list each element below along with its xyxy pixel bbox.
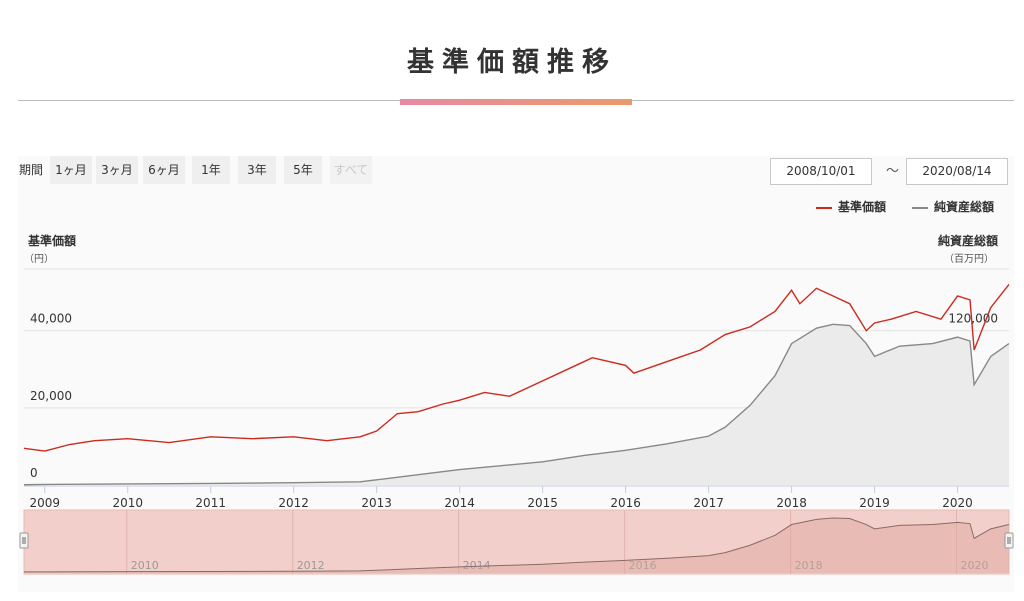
x-axis-tick-label: 2015: [527, 496, 558, 510]
x-axis-tick-label: 2018: [776, 496, 807, 510]
left-axis-tick-label: 20,000: [30, 389, 72, 403]
date-from-input[interactable]: 2008/10/01: [770, 158, 872, 185]
period-label: 期間: [19, 163, 44, 177]
x-axis-tick-label: 2017: [693, 496, 724, 510]
title-accent-bar: [400, 99, 632, 105]
aum-area: [24, 324, 1009, 485]
navigator-area: [24, 518, 1009, 573]
left-axis-tick-label: 0: [30, 466, 38, 480]
legend-aum-swatch: [912, 206, 928, 209]
navigator-left-handle[interactable]: [19, 532, 29, 549]
x-axis-tick-label: 2020: [942, 496, 973, 510]
right-axis-title: 純資産総額: [938, 234, 999, 248]
period-button[interactable]: 1ヶ月: [50, 156, 92, 184]
period-button[interactable]: 3年: [238, 156, 276, 184]
navigator-tick-label: 2014: [463, 559, 491, 572]
aum-series-line: [23, 323, 1010, 486]
navigator-window: [23, 509, 1010, 575]
x-axis-tick-label: 2019: [859, 496, 890, 510]
legend-item-nav[interactable]: 基準価額: [816, 198, 886, 215]
legend-aum-label: 純資産総額: [934, 200, 995, 214]
legend-nav-label: 基準価額: [838, 200, 887, 214]
period-button[interactable]: 1年: [192, 156, 230, 184]
period-button[interactable]: すべて: [330, 156, 372, 184]
right-axis-tick-label: 120,000: [948, 312, 998, 326]
period-button[interactable]: 6ヶ月: [143, 156, 185, 184]
period-button[interactable]: 5年: [284, 156, 322, 184]
legend-nav-swatch: [816, 206, 832, 209]
navigator-tick-label: 2018: [795, 559, 823, 572]
navigator-tick-label: 2010: [131, 559, 159, 572]
left-axis-unit: （円）: [24, 254, 54, 265]
left-axis-title: 基準価額: [28, 234, 77, 248]
x-axis-tick-label: 2014: [444, 496, 475, 510]
date-range-separator: ～: [886, 164, 900, 179]
x-axis-tick-label: 2013: [361, 496, 392, 510]
x-axis-tick-label: 2009: [29, 496, 60, 510]
page-title: 基準価額推移: [407, 47, 617, 78]
x-axis-tick-label: 2016: [610, 496, 641, 510]
x-axis-tick-label: 2012: [278, 496, 309, 510]
period-button[interactable]: 3ヶ月: [96, 156, 138, 184]
legend-item-aum[interactable]: 純資産総額: [912, 198, 994, 215]
x-axis-tick-label: 2011: [195, 496, 226, 510]
navigator-tick-label: 2016: [629, 559, 657, 572]
navigator-series-line: [23, 517, 1010, 573]
x-axis-tick-label: 2010: [112, 496, 143, 510]
right-axis-unit: （百万円）: [944, 254, 994, 265]
date-to-input[interactable]: 2020/08/14: [906, 158, 1008, 185]
left-axis-tick-label: 40,000: [30, 312, 72, 326]
navigator-right-handle[interactable]: [1004, 532, 1014, 549]
navigator-tick-label: 2012: [297, 559, 325, 572]
navigator-tick-label: 2020: [961, 559, 989, 572]
nav-series-line: [23, 283, 1010, 452]
